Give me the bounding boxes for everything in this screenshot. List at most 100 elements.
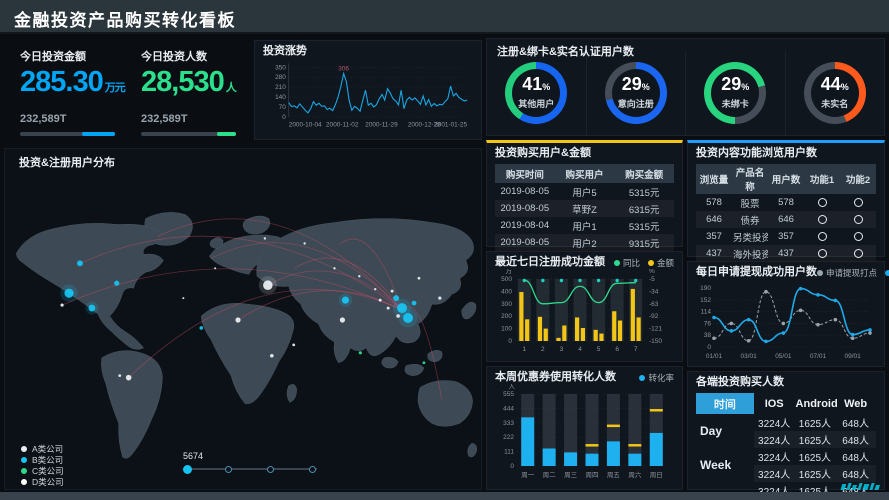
- svg-text:03/01: 03/01: [741, 353, 758, 360]
- svg-text:07/01: 07/01: [810, 353, 827, 360]
- panel-title: 本周优惠券使用转化人数: [495, 371, 616, 383]
- bottom-strip: [0, 492, 889, 500]
- svg-text:01/01: 01/01: [706, 353, 723, 360]
- circle-icon: [817, 231, 827, 241]
- legend-item[interactable]: 申请提现打点: [817, 267, 877, 279]
- column-header: 浏览量: [696, 164, 732, 194]
- svg-text:-150: -150: [649, 338, 662, 345]
- map-legend-item[interactable]: C类公司: [21, 465, 64, 476]
- column-header: 产品名称: [732, 164, 768, 194]
- legend-label: C类公司: [32, 465, 64, 476]
- circle-icon: [817, 214, 827, 224]
- column-header: Web: [844, 397, 868, 410]
- table-row[interactable]: 2019-08-05 草野Z 6315元: [495, 200, 674, 217]
- chart-legend: 申请提现打点 提现成功打点: [817, 267, 889, 279]
- donut-label: 意向注册: [617, 99, 654, 109]
- stat-investor-count: 今日投资人数 28,530 人 232,589T: [129, 40, 250, 140]
- stat-unit: 人: [225, 82, 237, 94]
- panel-title: 投资购买用户&金额: [495, 147, 591, 159]
- panel-browse-table: 投资内容功能浏览用户数 浏览量 产品名称 用户数 功能1 功能2 578 股票 578 646 债…: [687, 140, 885, 278]
- legend-item[interactable]: 转化率: [639, 372, 674, 384]
- legend-item[interactable]: 金额: [647, 257, 674, 269]
- legend-item[interactable]: 提现成功打点: [885, 267, 889, 279]
- legend-label: A类公司: [32, 443, 64, 454]
- table-row[interactable]: 646 债券 646: [696, 211, 876, 228]
- donut-row: 41% 其他用户 29% 意向注册 29% 未绑卡 44% 未实名: [487, 39, 884, 135]
- donut-percent: 29%: [721, 74, 750, 94]
- legend-label: 转化率: [648, 372, 674, 383]
- svg-text:350: 350: [275, 64, 286, 71]
- svg-text:周日: 周日: [650, 471, 663, 479]
- column-header: 购买用户: [554, 164, 615, 183]
- stat-progress-fill: [81, 132, 115, 136]
- legend-dot-icon: [21, 478, 27, 485]
- stat-label: 今日投资人数: [141, 51, 207, 63]
- table-row[interactable]: 2019-08-05 用户5 5315元: [500, 186, 660, 199]
- legend-dot-icon: [21, 467, 27, 474]
- donut-percent: 29%: [621, 74, 650, 94]
- table-row[interactable]: 437 海外投资 437: [696, 245, 876, 262]
- svg-text:-5: -5: [649, 276, 655, 283]
- panel-investment-trend: 投资涨势 0 70 140 210 280 350 2000-10-04 2000-11-02…: [254, 40, 482, 140]
- svg-text:2000-11-29: 2000-11-29: [365, 122, 398, 129]
- platform-table: 时间 IOS Android Web Day 3224人 1625人 648人 3224人 162…: [696, 393, 876, 500]
- table-row[interactable]: Week 3224人 1625人 648人: [696, 448, 876, 472]
- panel-title: 投资&注册用户分布: [19, 157, 115, 169]
- column-header: 购买金额: [614, 164, 674, 183]
- map-legend-item[interactable]: A类公司: [21, 443, 64, 454]
- legend-label: D类公司: [32, 476, 64, 487]
- column-header: 功能2: [840, 164, 876, 194]
- donut-gauge[interactable]: 44% 未实名: [784, 51, 885, 135]
- slider-handle[interactable]: [183, 464, 192, 474]
- column-header: 用户数: [768, 164, 804, 194]
- slider-stop[interactable]: [309, 465, 316, 473]
- slider-stop[interactable]: [225, 465, 232, 473]
- donut-gauge[interactable]: 29% 未绑卡: [685, 51, 785, 135]
- stat-progressbar: [141, 132, 236, 136]
- timeline-slider[interactable]: 5674: [183, 451, 323, 474]
- circle-icon: [853, 197, 863, 207]
- panel-purchase-table: 投资购买用户&金额 购买时间 购买用户 购买金额 2019-08-05 用户5 5315元…: [486, 140, 683, 267]
- table-row[interactable]: 2019-08-04 用户1 5315元: [500, 220, 660, 233]
- table-row[interactable]: 357 另类投资 357: [696, 228, 876, 245]
- svg-text:114: 114: [701, 309, 712, 316]
- svg-text:70: 70: [279, 104, 287, 111]
- slider-line: [187, 468, 317, 470]
- donut-ring: 44% 未实名: [803, 62, 866, 124]
- watermark-logo: [840, 483, 881, 490]
- map-legend-item[interactable]: B类公司: [21, 454, 64, 465]
- column-header: 功能1: [804, 164, 840, 194]
- register-amount-chart[interactable]: 0 -150 100 -121 200 -92 300 -63 400 -34 500 -5 万 % 1 2 3…: [495, 267, 676, 363]
- svg-text:周二: 周二: [543, 471, 557, 479]
- svg-text:周四: 周四: [586, 471, 599, 479]
- table-row[interactable]: Day 3224人 1625人 648人: [696, 414, 876, 438]
- investment-trend-chart[interactable]: 0 70 140 210 280 350 2000-10-04 2000-11-02 2000-…: [263, 58, 473, 138]
- svg-text:-121: -121: [649, 326, 662, 333]
- row-group-label: Day: [700, 424, 723, 438]
- chart-legend: 同比 金额: [613, 257, 674, 269]
- app-header: 金融投资产品购买转化看板: [0, 0, 889, 34]
- panel-title: 投资内容功能浏览用户数: [696, 147, 817, 159]
- slider-track[interactable]: [183, 464, 323, 474]
- withdraw-users-chart[interactable]: 0 38 76 114 152 190 01/01 03/01 05/01 07/01 09/01: [696, 279, 878, 365]
- panel-title: 最近七日注册成功金额: [495, 256, 605, 268]
- stat-unit: 万元: [104, 82, 126, 94]
- table-row[interactable]: 578 股票 578: [696, 194, 876, 211]
- panel-platform-table: 各端投资购买人数 时间 IOS Android Web Day 3224人 1625人 648…: [687, 371, 885, 500]
- slider-stop[interactable]: [267, 465, 274, 473]
- world-map[interactable]: [5, 149, 483, 489]
- map-legend-item[interactable]: D类公司: [21, 476, 64, 487]
- panel-title: 注册&绑卡&实名认证用户数: [497, 46, 634, 58]
- legend-dot-icon: [21, 445, 27, 452]
- svg-text:38: 38: [704, 332, 712, 339]
- legend-item[interactable]: 同比: [613, 257, 640, 269]
- table-row[interactable]: 2019-08-05 用户2 9315元: [495, 234, 674, 251]
- svg-text:2000-10-04: 2000-10-04: [289, 122, 322, 129]
- donut-gauge[interactable]: 29% 意向注册: [585, 51, 686, 135]
- svg-text:5: 5: [597, 346, 601, 353]
- donut-gauge[interactable]: 41% 其他用户: [487, 51, 586, 135]
- svg-text:05/01: 05/01: [775, 353, 792, 360]
- donut-label: 未绑卡: [721, 99, 749, 109]
